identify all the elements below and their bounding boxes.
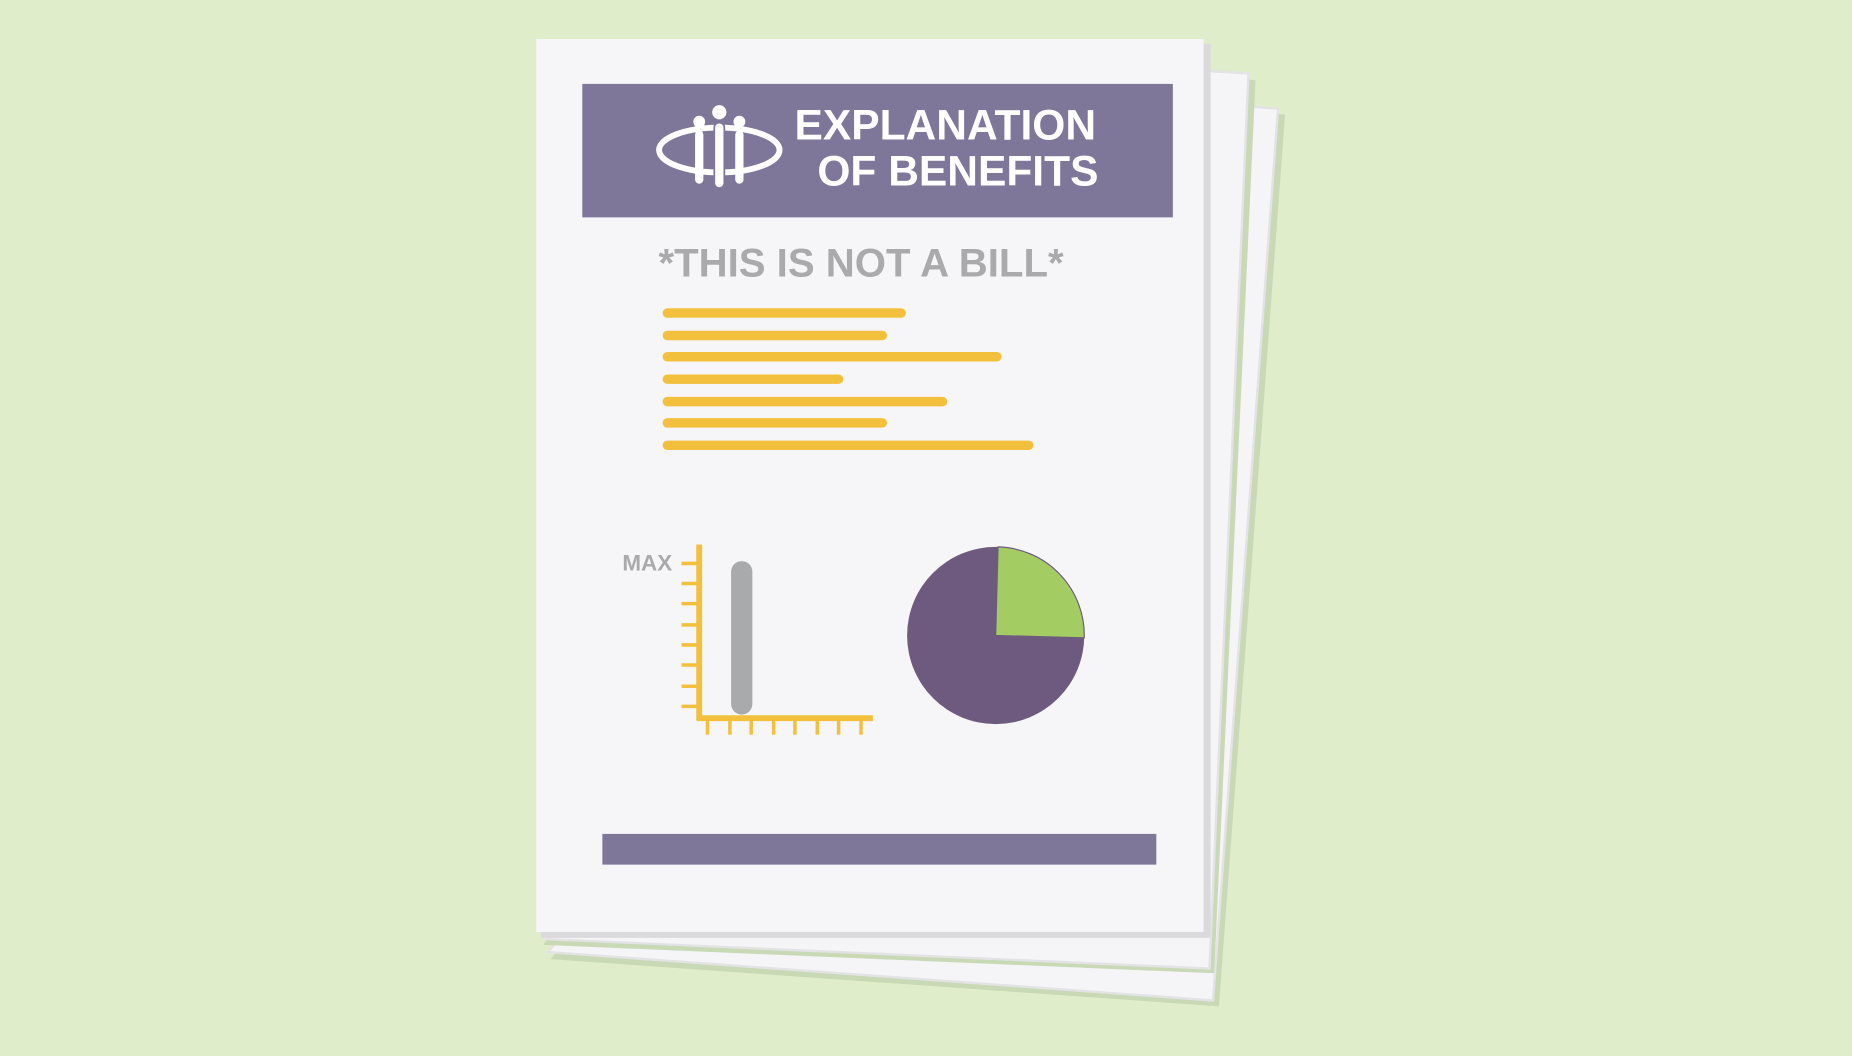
pie-slice [995, 546, 1085, 639]
header-title: EXPLANATION [795, 102, 1097, 149]
text-lines [662, 308, 1034, 451]
header-title: OF BENEFITS [817, 148, 1098, 195]
footer-bar [602, 833, 1157, 865]
mini-axes [681, 544, 873, 735]
logo [656, 105, 783, 191]
header-banner [582, 83, 1173, 218]
notice: *THIS IS NOT A BILL* [658, 240, 1064, 285]
axis-label: MAX [622, 551, 672, 576]
